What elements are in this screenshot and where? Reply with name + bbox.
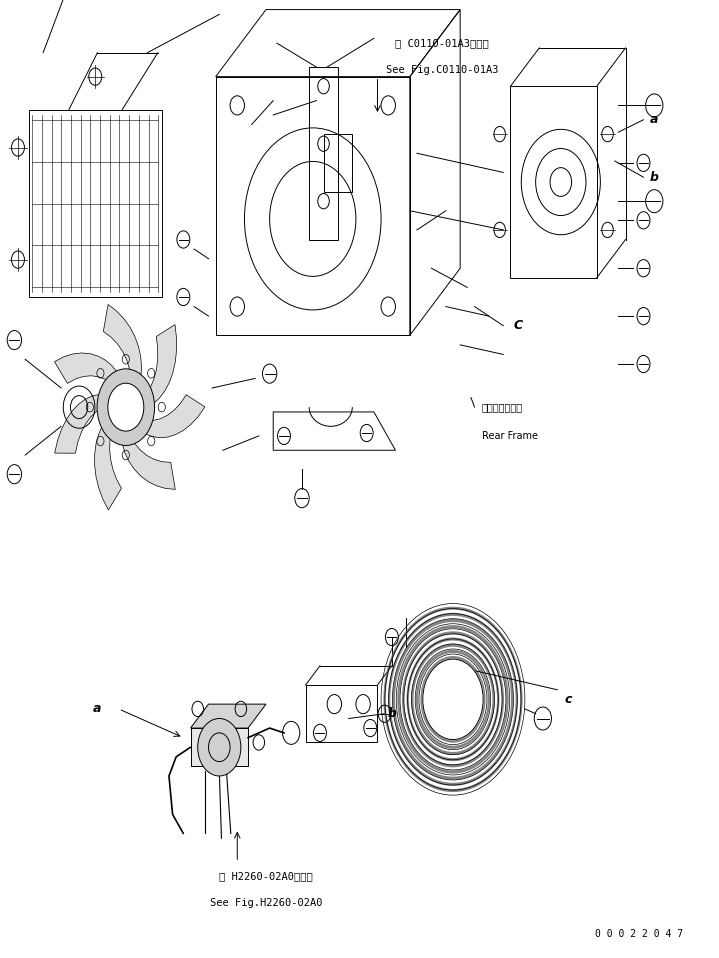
- Polygon shape: [393, 619, 513, 780]
- Circle shape: [108, 383, 144, 431]
- Polygon shape: [191, 728, 248, 766]
- Polygon shape: [416, 650, 490, 749]
- Text: 第 C0110-01A3図参照: 第 C0110-01A3図参照: [395, 38, 489, 48]
- Text: 第 H2260-02A0図参照: 第 H2260-02A0図参照: [219, 872, 313, 881]
- Polygon shape: [104, 305, 142, 403]
- Polygon shape: [129, 395, 205, 438]
- Polygon shape: [398, 626, 508, 773]
- Text: See Fig.C0110-01A3: See Fig.C0110-01A3: [386, 65, 498, 75]
- Polygon shape: [55, 395, 122, 453]
- Polygon shape: [95, 410, 123, 510]
- Text: See Fig.H2260-02A0: See Fig.H2260-02A0: [210, 899, 322, 908]
- Text: 0 0 0 2 2 0 4 7: 0 0 0 2 2 0 4 7: [595, 929, 683, 939]
- Polygon shape: [383, 606, 523, 792]
- Text: リヤーフレーム: リヤーフレーム: [482, 402, 523, 412]
- Polygon shape: [402, 631, 504, 767]
- Text: a: a: [650, 113, 659, 126]
- Polygon shape: [129, 325, 177, 407]
- Circle shape: [97, 369, 155, 445]
- Circle shape: [198, 718, 241, 776]
- Polygon shape: [388, 613, 518, 786]
- Polygon shape: [421, 656, 485, 742]
- Circle shape: [423, 659, 483, 740]
- Polygon shape: [406, 637, 500, 762]
- Polygon shape: [121, 412, 175, 490]
- Text: C: C: [513, 319, 522, 332]
- Bar: [29, 110, 162, 297]
- Polygon shape: [191, 704, 266, 728]
- Text: c: c: [564, 693, 572, 706]
- Text: b: b: [388, 707, 396, 720]
- Polygon shape: [411, 644, 495, 755]
- Polygon shape: [55, 353, 124, 402]
- Text: Rear Frame: Rear Frame: [482, 431, 538, 441]
- Text: b: b: [650, 171, 659, 184]
- Text: a: a: [93, 702, 101, 716]
